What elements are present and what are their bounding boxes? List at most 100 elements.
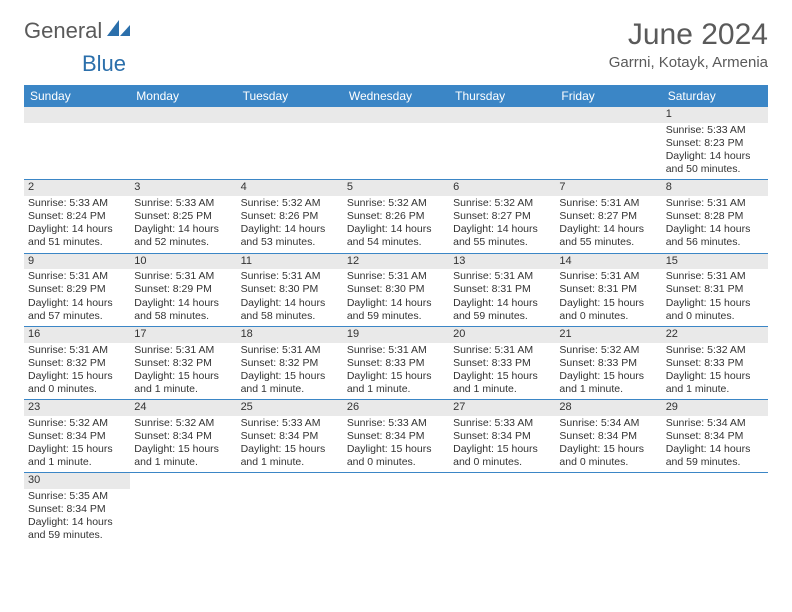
weekday-header: Wednesday — [343, 85, 449, 107]
calendar-cell: 11Sunrise: 5:31 AMSunset: 8:30 PMDayligh… — [237, 253, 343, 326]
calendar-cell: 19Sunrise: 5:31 AMSunset: 8:33 PMDayligh… — [343, 326, 449, 399]
daylight-text: Daylight: 14 hours and 59 minutes. — [666, 443, 764, 469]
calendar-week-row: 16Sunrise: 5:31 AMSunset: 8:32 PMDayligh… — [24, 326, 768, 399]
sunset-text: Sunset: 8:34 PM — [241, 430, 339, 443]
day-body: Sunrise: 5:33 AMSunset: 8:24 PMDaylight:… — [24, 196, 130, 253]
day-body: Sunrise: 5:31 AMSunset: 8:27 PMDaylight:… — [555, 196, 661, 253]
calendar-cell: 22Sunrise: 5:32 AMSunset: 8:33 PMDayligh… — [662, 326, 768, 399]
day-number: 10 — [130, 254, 236, 270]
calendar-cell: 14Sunrise: 5:31 AMSunset: 8:31 PMDayligh… — [555, 253, 661, 326]
day-body: Sunrise: 5:33 AMSunset: 8:25 PMDaylight:… — [130, 196, 236, 253]
calendar-cell: 8Sunrise: 5:31 AMSunset: 8:28 PMDaylight… — [662, 180, 768, 253]
logo-sail-icon — [106, 19, 132, 37]
weekday-header: Sunday — [24, 85, 130, 107]
day-number: 20 — [449, 327, 555, 343]
day-number: 13 — [449, 254, 555, 270]
sunset-text: Sunset: 8:34 PM — [28, 430, 126, 443]
sunrise-text: Sunrise: 5:32 AM — [559, 344, 657, 357]
day-body: Sunrise: 5:32 AMSunset: 8:34 PMDaylight:… — [130, 416, 236, 473]
day-body: Sunrise: 5:31 AMSunset: 8:33 PMDaylight:… — [343, 343, 449, 400]
day-number: 9 — [24, 254, 130, 270]
empty-day-bar — [449, 107, 555, 123]
daylight-text: Daylight: 15 hours and 1 minute. — [241, 370, 339, 396]
calendar-cell — [555, 107, 661, 180]
day-number: 22 — [662, 327, 768, 343]
weekday-header: Saturday — [662, 85, 768, 107]
daylight-text: Daylight: 14 hours and 53 minutes. — [241, 223, 339, 249]
day-number: 18 — [237, 327, 343, 343]
sunset-text: Sunset: 8:23 PM — [666, 137, 764, 150]
sunset-text: Sunset: 8:32 PM — [134, 357, 232, 370]
sunset-text: Sunset: 8:29 PM — [28, 283, 126, 296]
calendar-week-row: 23Sunrise: 5:32 AMSunset: 8:34 PMDayligh… — [24, 400, 768, 473]
calendar-cell: 29Sunrise: 5:34 AMSunset: 8:34 PMDayligh… — [662, 400, 768, 473]
day-number: 4 — [237, 180, 343, 196]
daylight-text: Daylight: 15 hours and 1 minute. — [134, 370, 232, 396]
day-body: Sunrise: 5:31 AMSunset: 8:32 PMDaylight:… — [237, 343, 343, 400]
daylight-text: Daylight: 14 hours and 59 minutes. — [28, 516, 126, 542]
calendar-cell: 18Sunrise: 5:31 AMSunset: 8:32 PMDayligh… — [237, 326, 343, 399]
sunset-text: Sunset: 8:27 PM — [453, 210, 551, 223]
calendar-cell: 26Sunrise: 5:33 AMSunset: 8:34 PMDayligh… — [343, 400, 449, 473]
daylight-text: Daylight: 15 hours and 1 minute. — [241, 443, 339, 469]
day-number: 26 — [343, 400, 449, 416]
sunrise-text: Sunrise: 5:31 AM — [559, 197, 657, 210]
sunset-text: Sunset: 8:29 PM — [134, 283, 232, 296]
day-body: Sunrise: 5:31 AMSunset: 8:31 PMDaylight:… — [662, 269, 768, 326]
day-number: 17 — [130, 327, 236, 343]
weekday-header-row: Sunday Monday Tuesday Wednesday Thursday… — [24, 85, 768, 107]
daylight-text: Daylight: 15 hours and 0 minutes. — [559, 297, 657, 323]
calendar-table: Sunday Monday Tuesday Wednesday Thursday… — [24, 85, 768, 546]
day-number: 12 — [343, 254, 449, 270]
sunrise-text: Sunrise: 5:32 AM — [28, 417, 126, 430]
day-body: Sunrise: 5:31 AMSunset: 8:31 PMDaylight:… — [449, 269, 555, 326]
calendar-cell: 16Sunrise: 5:31 AMSunset: 8:32 PMDayligh… — [24, 326, 130, 399]
sunset-text: Sunset: 8:33 PM — [347, 357, 445, 370]
day-body: Sunrise: 5:31 AMSunset: 8:28 PMDaylight:… — [662, 196, 768, 253]
sunset-text: Sunset: 8:31 PM — [666, 283, 764, 296]
daylight-text: Daylight: 15 hours and 1 minute. — [347, 370, 445, 396]
sunrise-text: Sunrise: 5:31 AM — [347, 270, 445, 283]
day-body: Sunrise: 5:31 AMSunset: 8:32 PMDaylight:… — [24, 343, 130, 400]
sunset-text: Sunset: 8:30 PM — [347, 283, 445, 296]
sunrise-text: Sunrise: 5:32 AM — [453, 197, 551, 210]
sunrise-text: Sunrise: 5:33 AM — [28, 197, 126, 210]
sunset-text: Sunset: 8:31 PM — [453, 283, 551, 296]
sunset-text: Sunset: 8:31 PM — [559, 283, 657, 296]
daylight-text: Daylight: 14 hours and 55 minutes. — [453, 223, 551, 249]
sunrise-text: Sunrise: 5:31 AM — [666, 270, 764, 283]
day-number: 19 — [343, 327, 449, 343]
sunrise-text: Sunrise: 5:31 AM — [241, 270, 339, 283]
calendar-cell: 7Sunrise: 5:31 AMSunset: 8:27 PMDaylight… — [555, 180, 661, 253]
calendar-cell: 9Sunrise: 5:31 AMSunset: 8:29 PMDaylight… — [24, 253, 130, 326]
sunrise-text: Sunrise: 5:33 AM — [666, 124, 764, 137]
daylight-text: Daylight: 15 hours and 0 minutes. — [666, 297, 764, 323]
daylight-text: Daylight: 14 hours and 57 minutes. — [28, 297, 126, 323]
calendar-cell — [130, 107, 236, 180]
sunset-text: Sunset: 8:26 PM — [347, 210, 445, 223]
day-number: 15 — [662, 254, 768, 270]
daylight-text: Daylight: 15 hours and 0 minutes. — [28, 370, 126, 396]
sunset-text: Sunset: 8:28 PM — [666, 210, 764, 223]
weekday-header: Thursday — [449, 85, 555, 107]
daylight-text: Daylight: 15 hours and 0 minutes. — [347, 443, 445, 469]
daylight-text: Daylight: 14 hours and 50 minutes. — [666, 150, 764, 176]
sunset-text: Sunset: 8:33 PM — [559, 357, 657, 370]
sunrise-text: Sunrise: 5:32 AM — [241, 197, 339, 210]
calendar-week-row: 30Sunrise: 5:35 AMSunset: 8:34 PMDayligh… — [24, 473, 768, 546]
day-body: Sunrise: 5:32 AMSunset: 8:26 PMDaylight:… — [343, 196, 449, 253]
calendar-cell: 4Sunrise: 5:32 AMSunset: 8:26 PMDaylight… — [237, 180, 343, 253]
day-body: Sunrise: 5:31 AMSunset: 8:33 PMDaylight:… — [449, 343, 555, 400]
day-body: Sunrise: 5:31 AMSunset: 8:32 PMDaylight:… — [130, 343, 236, 400]
sunset-text: Sunset: 8:26 PM — [241, 210, 339, 223]
calendar-cell: 10Sunrise: 5:31 AMSunset: 8:29 PMDayligh… — [130, 253, 236, 326]
day-body: Sunrise: 5:31 AMSunset: 8:29 PMDaylight:… — [24, 269, 130, 326]
empty-day-bar — [130, 107, 236, 123]
day-number: 21 — [555, 327, 661, 343]
daylight-text: Daylight: 14 hours and 59 minutes. — [347, 297, 445, 323]
calendar-cell: 13Sunrise: 5:31 AMSunset: 8:31 PMDayligh… — [449, 253, 555, 326]
day-number: 23 — [24, 400, 130, 416]
sunset-text: Sunset: 8:34 PM — [559, 430, 657, 443]
empty-day-bar — [343, 107, 449, 123]
calendar-cell — [449, 107, 555, 180]
